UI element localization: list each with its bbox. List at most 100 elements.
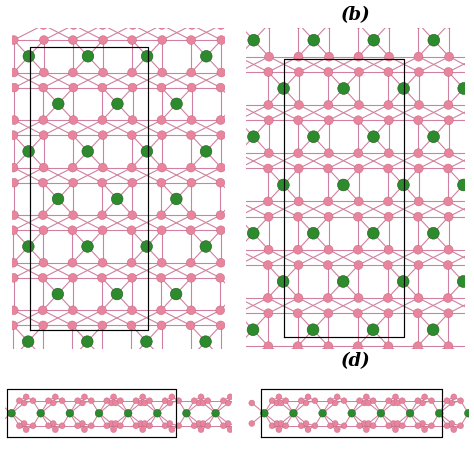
Circle shape (167, 420, 173, 427)
Circle shape (451, 394, 457, 400)
Circle shape (162, 423, 168, 428)
Circle shape (400, 423, 405, 428)
Circle shape (171, 98, 182, 109)
Circle shape (443, 357, 452, 366)
Circle shape (458, 82, 470, 94)
Circle shape (200, 400, 206, 406)
Circle shape (9, 36, 18, 45)
Circle shape (111, 288, 123, 300)
Circle shape (384, 52, 393, 61)
Circle shape (9, 306, 18, 315)
Circle shape (419, 400, 426, 406)
Circle shape (186, 226, 195, 235)
Circle shape (457, 275, 469, 287)
Circle shape (457, 423, 464, 428)
Circle shape (216, 273, 225, 282)
Circle shape (146, 398, 153, 404)
Circle shape (74, 398, 81, 404)
Circle shape (8, 410, 16, 417)
Circle shape (263, 357, 272, 366)
Circle shape (414, 164, 423, 173)
Circle shape (391, 400, 396, 406)
Circle shape (230, 98, 242, 109)
Circle shape (294, 197, 303, 206)
Circle shape (169, 394, 175, 400)
Circle shape (128, 116, 137, 125)
Circle shape (99, 163, 107, 172)
Circle shape (391, 420, 396, 427)
Circle shape (187, 211, 196, 219)
Circle shape (217, 131, 226, 139)
Circle shape (354, 245, 363, 254)
Circle shape (200, 241, 211, 252)
Circle shape (419, 420, 426, 427)
Circle shape (187, 306, 196, 315)
Circle shape (128, 131, 136, 139)
Circle shape (68, 226, 77, 235)
Circle shape (413, 309, 422, 318)
Circle shape (113, 400, 118, 406)
Circle shape (234, 52, 243, 61)
Circle shape (17, 423, 22, 428)
Circle shape (269, 398, 275, 404)
Circle shape (17, 398, 22, 404)
Circle shape (187, 116, 196, 125)
Circle shape (397, 275, 409, 287)
Circle shape (187, 36, 196, 45)
Circle shape (21, 400, 27, 406)
Circle shape (367, 228, 379, 239)
Circle shape (323, 293, 332, 302)
Circle shape (445, 19, 454, 28)
Circle shape (0, 288, 4, 300)
Circle shape (141, 336, 152, 347)
Circle shape (216, 354, 225, 362)
Circle shape (324, 309, 333, 318)
Circle shape (283, 398, 289, 404)
Circle shape (82, 336, 93, 347)
Circle shape (294, 116, 303, 125)
Circle shape (169, 427, 175, 433)
Circle shape (264, 67, 273, 76)
Circle shape (9, 131, 18, 139)
Circle shape (249, 420, 255, 427)
Circle shape (22, 336, 34, 347)
Circle shape (334, 394, 340, 400)
Circle shape (338, 82, 349, 94)
Circle shape (217, 36, 226, 45)
Circle shape (398, 179, 410, 191)
Circle shape (367, 324, 379, 336)
Circle shape (415, 423, 421, 428)
Circle shape (95, 410, 103, 417)
Circle shape (69, 20, 78, 29)
Circle shape (98, 273, 106, 282)
Circle shape (39, 83, 47, 92)
Circle shape (128, 163, 136, 172)
Circle shape (9, 354, 18, 362)
Circle shape (198, 394, 204, 400)
Circle shape (230, 193, 241, 205)
Circle shape (324, 100, 333, 109)
Circle shape (341, 398, 347, 404)
Circle shape (428, 34, 440, 46)
Circle shape (264, 52, 273, 61)
Circle shape (384, 149, 393, 158)
Circle shape (384, 100, 393, 109)
Circle shape (324, 149, 333, 158)
Circle shape (23, 394, 29, 400)
Circle shape (187, 163, 195, 172)
Circle shape (191, 423, 197, 428)
Circle shape (220, 398, 226, 404)
Circle shape (38, 211, 47, 219)
Circle shape (68, 273, 77, 282)
Circle shape (9, 273, 18, 282)
Circle shape (30, 398, 36, 404)
Circle shape (52, 427, 58, 433)
Circle shape (414, 357, 423, 366)
Circle shape (323, 261, 332, 270)
Circle shape (82, 241, 93, 252)
Circle shape (158, 36, 167, 45)
Circle shape (39, 163, 48, 172)
Circle shape (354, 116, 363, 125)
Circle shape (111, 193, 123, 205)
Circle shape (354, 149, 363, 158)
